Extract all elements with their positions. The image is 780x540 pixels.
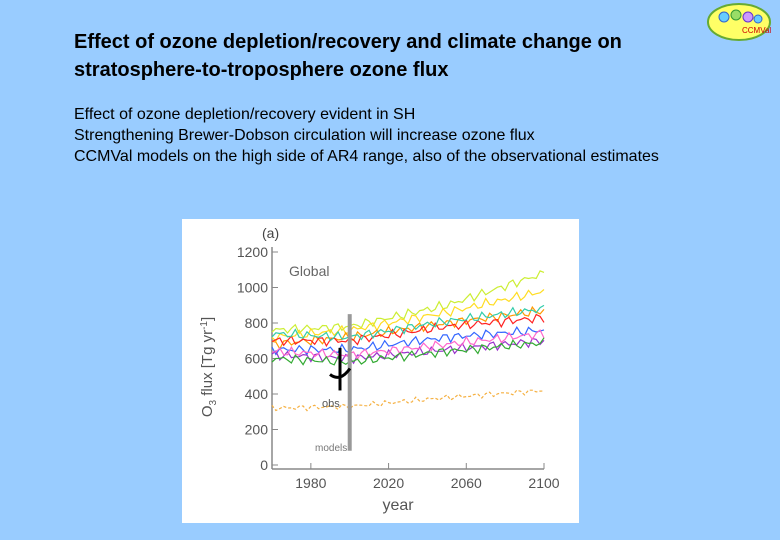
x-tick-label: 2020 xyxy=(373,475,404,491)
ccmval-logo: CCMVal xyxy=(706,2,772,42)
plot-area: 0 200 400 600 800 1000 1200 1980 2020 2060 2100 xyxy=(237,244,560,491)
x-tick-label: 2060 xyxy=(451,475,482,491)
y-axis-label-subscript: 3 xyxy=(208,399,219,405)
slide-title-line-1: Effect of ozone depletion/recovery and c… xyxy=(74,31,622,53)
series-line-model-8 xyxy=(271,329,545,361)
bullet-item: Effect of ozone depletion/recovery evide… xyxy=(74,106,416,123)
slide-title-line-2: stratosphere-to-troposphere ozone flux xyxy=(74,59,449,81)
bullet-list: Effect of ozone depletion/recovery evide… xyxy=(74,104,764,167)
logo-text: CCMVal xyxy=(742,26,771,35)
bullet-item: Strengthening Brewer-Dobson circulation … xyxy=(74,127,535,144)
y-axis-label-close: ] xyxy=(199,317,216,321)
y-tick-label: 600 xyxy=(245,351,269,367)
y-tick-label: 800 xyxy=(245,315,269,331)
y-tick-label: 400 xyxy=(245,386,269,402)
y-axis-label-superscript: -1 xyxy=(199,321,210,330)
series-line-model-3 xyxy=(271,305,545,351)
series-line-model-2 xyxy=(271,289,545,342)
series-line-model-5 xyxy=(271,304,545,342)
region-label: Global xyxy=(289,263,329,279)
y-axis-label-text: flux [Tg yr xyxy=(199,330,216,400)
ccmval-logo-graphic: CCMVal xyxy=(707,3,771,41)
y-tick-label: 200 xyxy=(245,422,269,438)
x-tick-label: 1980 xyxy=(295,475,326,491)
y-tick-label: 1200 xyxy=(237,244,268,260)
x-axis-label: year xyxy=(382,497,414,514)
models-label: models xyxy=(315,443,347,454)
ozone-flux-figure: 0 200 400 600 800 1000 1200 1980 2020 2060 2100 (a… xyxy=(182,219,579,523)
obs-label: obs xyxy=(322,398,340,410)
y-axis-label: O3 flux [Tg yr-1] xyxy=(199,317,219,417)
series-line-model-4 xyxy=(271,313,545,348)
x-tick-label: 2100 xyxy=(528,475,559,491)
bullet-item: CCMVal models on the high side of AR4 ra… xyxy=(74,148,659,165)
series-line-model-1 xyxy=(271,270,545,335)
obs-center-mark xyxy=(329,367,352,379)
y-tick-label: 1000 xyxy=(237,280,268,296)
slide-title: Effect of ozone depletion/recovery and c… xyxy=(74,28,754,84)
series-line-model-9 xyxy=(271,337,545,366)
panel-label: (a) xyxy=(262,225,279,241)
ozone-flux-chart: 0 200 400 600 800 1000 1200 1980 2020 2060 2100 (a… xyxy=(199,225,560,514)
y-tick-label: 0 xyxy=(260,457,268,473)
series-line-AR4-low xyxy=(271,389,545,412)
